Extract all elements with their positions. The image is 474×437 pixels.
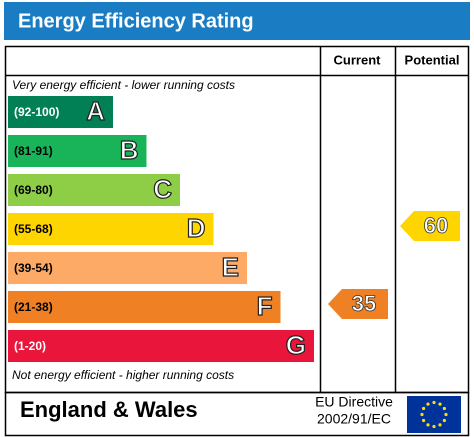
star	[438, 402, 442, 406]
star	[426, 402, 430, 406]
band-range: (69-80)	[14, 183, 53, 197]
rating-arrow	[328, 289, 388, 319]
band-letter: G	[286, 330, 306, 360]
band-bar	[8, 96, 113, 128]
star	[432, 400, 436, 405]
band-bar	[8, 174, 180, 206]
band-letter: F	[257, 291, 273, 321]
star	[442, 406, 446, 411]
star	[438, 423, 442, 427]
band-letter: A	[86, 96, 105, 126]
footer-frame	[4, 391, 470, 437]
header-current: Current	[334, 52, 382, 67]
bottom-note: Not energy efficient - higher running co…	[12, 368, 234, 382]
band-bar	[8, 291, 281, 323]
band-bar	[8, 252, 247, 284]
directive-line: 2002/91/EC	[317, 411, 391, 427]
star	[444, 412, 448, 417]
band-bar	[8, 330, 314, 362]
star	[442, 418, 446, 423]
rating-value: 60	[424, 213, 448, 238]
eu-stars	[420, 400, 448, 429]
band-bar	[8, 213, 214, 245]
band-range: (92-100)	[14, 105, 59, 119]
title-bar	[4, 2, 470, 40]
region: England & Wales	[20, 397, 198, 422]
band-range: (1-20)	[14, 339, 46, 353]
band-letter: E	[222, 252, 239, 282]
rating-value: 35	[352, 291, 376, 316]
title: Energy Efficiency Rating	[18, 10, 254, 32]
star	[422, 406, 426, 411]
band-range: (55-68)	[14, 222, 53, 236]
star	[432, 424, 436, 429]
band-bar	[8, 135, 147, 167]
star	[420, 412, 424, 417]
directive-line: EU Directive	[315, 394, 393, 410]
band-letter: C	[153, 174, 172, 204]
header-potential: Potential	[405, 52, 460, 67]
band-letter: D	[187, 213, 206, 243]
band-range: (39-54)	[14, 261, 53, 275]
band-letter: B	[120, 135, 139, 165]
star	[426, 423, 430, 427]
band-range: (81-91)	[14, 144, 53, 158]
top-note: Very energy efficient - lower running co…	[12, 78, 235, 92]
rating-arrow	[400, 211, 460, 241]
star	[422, 418, 426, 423]
band-range: (21-38)	[14, 300, 53, 314]
